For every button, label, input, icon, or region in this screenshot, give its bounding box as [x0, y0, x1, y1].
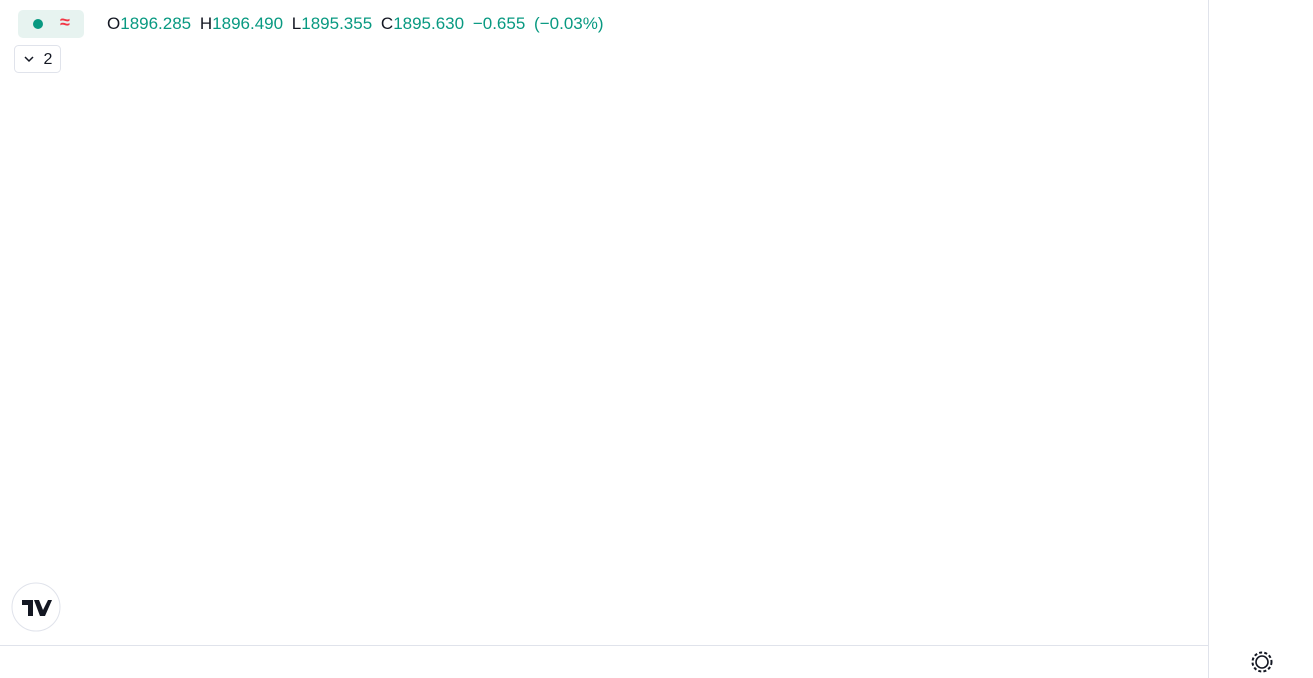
change-pct: (−0.03%)	[534, 14, 603, 33]
l-label: L	[292, 14, 301, 33]
logo-mark	[22, 600, 52, 616]
o-value: 1896.285	[120, 14, 191, 33]
ohlc-legend: O1896.285 H1896.490 L1895.355 C1895.630 …	[107, 14, 604, 33]
status-badge[interactable]	[18, 10, 84, 38]
o-label: O	[107, 14, 120, 33]
settings-icon-teeth	[1251, 651, 1273, 673]
logo[interactable]	[11, 582, 61, 632]
indicators-count: 2	[44, 51, 53, 68]
h-label: H	[200, 14, 212, 33]
h-value: 1896.490	[212, 14, 283, 33]
chevron-icon	[24, 56, 34, 63]
indicators-toggle[interactable]	[14, 45, 61, 73]
c-value: 1895.630	[393, 14, 464, 33]
settings-icon[interactable]	[1255, 655, 1269, 669]
c-label: C	[381, 14, 393, 33]
change: −0.655	[473, 14, 525, 33]
l-value: 1895.355	[301, 14, 372, 33]
status-dot	[33, 19, 43, 29]
status-icon: ≈	[60, 12, 70, 32]
